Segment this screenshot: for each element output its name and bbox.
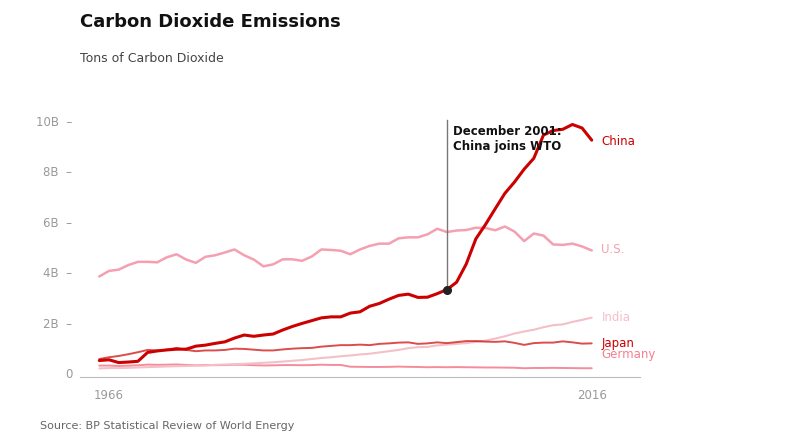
Text: Tons of Carbon Dioxide: Tons of Carbon Dioxide: [80, 52, 224, 65]
Text: Source: BP Statistical Review of World Energy: Source: BP Statistical Review of World E…: [40, 420, 294, 430]
Text: China: China: [602, 135, 635, 147]
Text: Japan: Japan: [602, 336, 634, 349]
Text: Germany: Germany: [602, 347, 656, 360]
Text: Carbon Dioxide Emissions: Carbon Dioxide Emissions: [80, 13, 341, 31]
Text: India: India: [602, 311, 630, 324]
Text: December 2001:
China joins WTO: December 2001: China joins WTO: [453, 125, 562, 152]
Text: U.S.: U.S.: [602, 243, 625, 256]
